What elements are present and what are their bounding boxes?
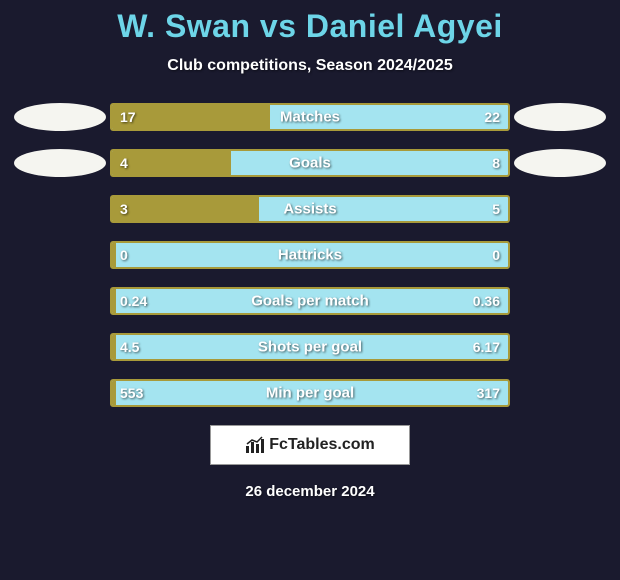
stat-value-right: 0.36 — [473, 293, 500, 309]
stat-label: Assists — [283, 201, 336, 218]
snapshot-date: 26 december 2024 — [0, 483, 620, 500]
stat-row: 553 Min per goal 317 — [10, 379, 610, 407]
stat-label: Shots per goal — [258, 339, 362, 356]
logo-placeholder-icon — [514, 149, 606, 177]
brand-badge: FcTables.com — [210, 425, 410, 465]
comparison-title: W. Swan vs Daniel Agyei — [0, 0, 620, 45]
chart-icon — [245, 436, 265, 454]
stat-value-left: 3 — [120, 201, 128, 217]
stat-bar: 553 Min per goal 317 — [110, 379, 510, 407]
season-subtitle: Club competitions, Season 2024/2025 — [0, 57, 620, 75]
stat-value-left: 17 — [120, 109, 136, 125]
stat-label: Matches — [280, 109, 340, 126]
stat-row: 3 Assists 5 — [10, 195, 610, 223]
logo-placeholder-icon — [14, 149, 106, 177]
stat-value-left: 0 — [120, 247, 128, 263]
stat-value-right: 6.17 — [473, 339, 500, 355]
stat-bar: 3 Assists 5 — [110, 195, 510, 223]
stat-bar: 0.24 Goals per match 0.36 — [110, 287, 510, 315]
stat-label: Goals per match — [251, 293, 369, 310]
stat-value-right: 8 — [492, 155, 500, 171]
stat-label: Min per goal — [266, 385, 354, 402]
stat-value-left: 0.24 — [120, 293, 147, 309]
logo-placeholder-icon — [14, 103, 106, 131]
team-logo-left — [10, 149, 110, 177]
stat-bar: 4 Goals 8 — [110, 149, 510, 177]
stat-label: Hattricks — [278, 247, 342, 264]
stat-value-right: 0 — [492, 247, 500, 263]
stats-container: 17 Matches 22 4 Goals 8 3 Assists 5 0 Hattricks 0 0.… — [0, 103, 620, 407]
stat-value-left: 4.5 — [120, 339, 139, 355]
stat-value-right: 5 — [492, 201, 500, 217]
stat-bar-fill — [112, 289, 116, 313]
stat-row: 4.5 Shots per goal 6.17 — [10, 333, 610, 361]
logo-placeholder-icon — [514, 103, 606, 131]
team-logo-right — [510, 103, 610, 131]
stat-value-left: 553 — [120, 385, 143, 401]
stat-value-right: 22 — [484, 109, 500, 125]
stat-bar: 4.5 Shots per goal 6.17 — [110, 333, 510, 361]
brand-text: FcTables.com — [269, 436, 375, 454]
stat-bar-fill — [112, 197, 259, 221]
stat-bar-fill — [112, 335, 116, 359]
stat-bar-fill — [112, 381, 116, 405]
stat-bar-fill — [112, 151, 231, 175]
stat-bar: 17 Matches 22 — [110, 103, 510, 131]
stat-label: Goals — [289, 155, 331, 172]
stat-row: 0 Hattricks 0 — [10, 241, 610, 269]
team-logo-right — [510, 149, 610, 177]
stat-row: 17 Matches 22 — [10, 103, 610, 131]
stat-row: 4 Goals 8 — [10, 149, 610, 177]
stat-value-left: 4 — [120, 155, 128, 171]
stat-value-right: 317 — [477, 385, 500, 401]
stat-bar: 0 Hattricks 0 — [110, 241, 510, 269]
team-logo-left — [10, 103, 110, 131]
stat-row: 0.24 Goals per match 0.36 — [10, 287, 610, 315]
stat-bar-fill — [112, 243, 116, 267]
